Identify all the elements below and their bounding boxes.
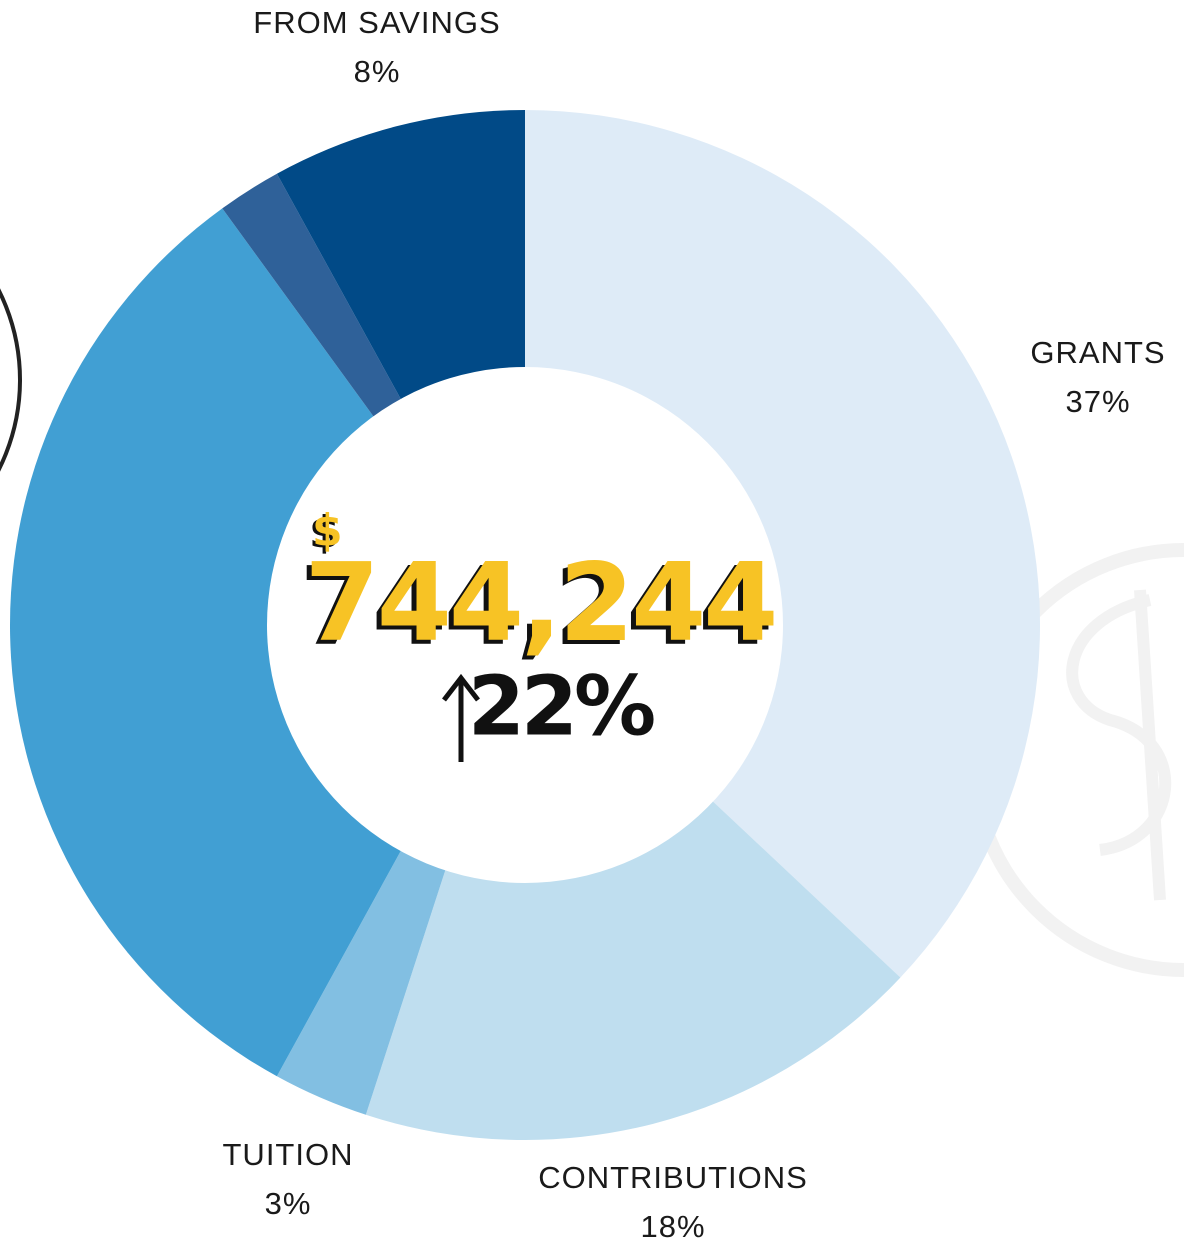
decor-dollar (1066, 589, 1172, 901)
decor-circle-left (0, 288, 22, 472)
slice-value-label: 18% (640, 1209, 705, 1244)
slice-value-label: 8% (354, 54, 401, 89)
donut-hole (267, 367, 783, 883)
slice-label: TUITION (223, 1137, 354, 1172)
slice-value-label: 37% (1065, 384, 1130, 419)
slice-label: GRANTS (1030, 335, 1165, 370)
center-currency: $ (312, 505, 343, 556)
center-change: 22% (468, 659, 654, 754)
center-amount: 744,244 (305, 541, 776, 666)
slice-value-label: 3% (265, 1186, 312, 1221)
slice-label: FROM SAVINGS (253, 5, 500, 40)
slice-label: CONTRIBUTIONS (538, 1160, 808, 1195)
slice (525, 110, 1040, 978)
slice (9, 208, 526, 1077)
up-arrow (442, 673, 480, 762)
